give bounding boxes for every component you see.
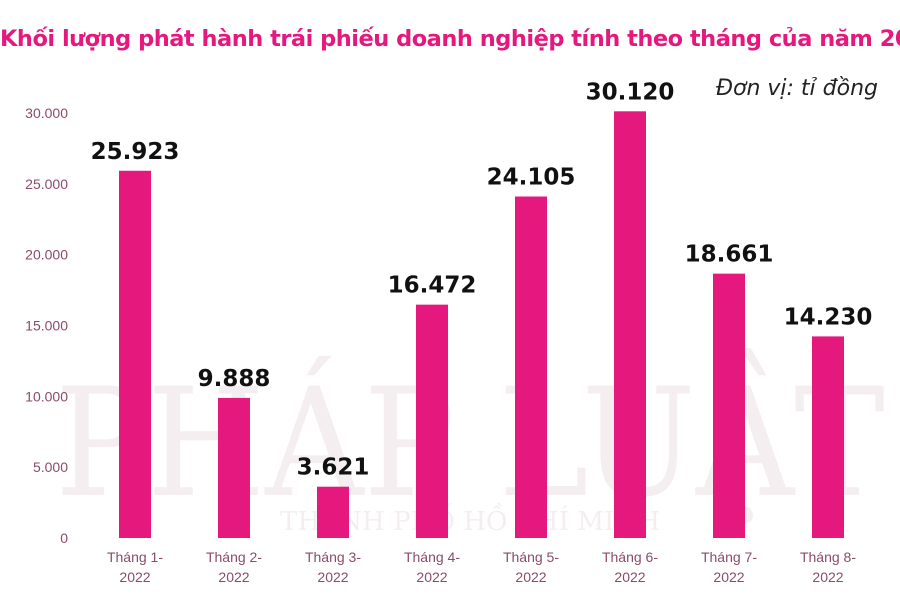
bar-value-label: 14.230 — [784, 304, 873, 330]
bar — [713, 273, 745, 538]
bar — [614, 111, 646, 539]
x-tick-label: Tháng 5- — [503, 549, 559, 565]
bar-value-label: 30.120 — [586, 79, 675, 105]
y-tick-label: 30.000 — [25, 105, 68, 121]
bar-value-label: 18.661 — [685, 242, 774, 268]
unit-label: Đơn vị: tỉ đồng — [715, 76, 878, 101]
x-tick-label: Tháng 4- — [404, 549, 460, 565]
bar-value-label: 16.472 — [388, 273, 477, 299]
watermark-main-text: PHÁP LUẬT — [55, 348, 885, 531]
bar — [416, 304, 448, 538]
bar-value-label: 25.923 — [91, 139, 180, 165]
x-tick-label: 2022 — [119, 569, 150, 585]
bar-value-label: 9.888 — [198, 366, 271, 392]
bar — [317, 486, 349, 538]
watermark: PHÁP LUẬT THÀNH PHỐ HỒ CHÍ MINH — [55, 348, 885, 537]
x-tick-label: 2022 — [317, 569, 348, 585]
x-tick-label: 2022 — [614, 569, 645, 585]
x-axis: Tháng 1- 2022 Tháng 2- 2022 Tháng 3- 2022 Thán… — [107, 549, 856, 585]
x-tick-label: 2022 — [416, 569, 447, 585]
x-tick-label: Tháng 6- — [602, 549, 658, 565]
x-tick-label: Tháng 1- — [107, 549, 163, 565]
value-labels: 25.923 9.888 3.621 16.472 24.105 30.120 18.661… — [91, 79, 873, 480]
y-axis: 0 5.000 10.000 15.000 20.000 25.000 30.000 — [25, 105, 68, 546]
x-tick-label: 2022 — [218, 569, 249, 585]
y-tick-label: 20.000 — [25, 247, 68, 263]
bar — [515, 196, 547, 538]
bars — [119, 111, 844, 539]
y-tick-label: 0 — [60, 530, 68, 546]
x-tick-label: Tháng 3- — [305, 549, 361, 565]
bar — [218, 397, 250, 538]
x-tick-label: Tháng 7- — [701, 549, 757, 565]
x-tick-label: 2022 — [812, 569, 843, 585]
bar-value-label: 3.621 — [297, 455, 370, 481]
x-tick-label: 2022 — [713, 569, 744, 585]
chart-title: Khối lượng phát hành trái phiếu doanh ng… — [0, 26, 900, 52]
x-tick-label: Tháng 2- — [206, 549, 262, 565]
bar — [812, 336, 844, 538]
y-tick-label: 10.000 — [25, 388, 68, 404]
y-tick-label: 5.000 — [33, 459, 68, 475]
bar-value-label: 24.105 — [487, 165, 576, 191]
x-tick-label: 2022 — [515, 569, 546, 585]
y-tick-label: 15.000 — [25, 318, 68, 334]
x-tick-label: Tháng 8- — [800, 549, 856, 565]
bar — [119, 170, 151, 538]
y-tick-label: 25.000 — [25, 176, 68, 192]
